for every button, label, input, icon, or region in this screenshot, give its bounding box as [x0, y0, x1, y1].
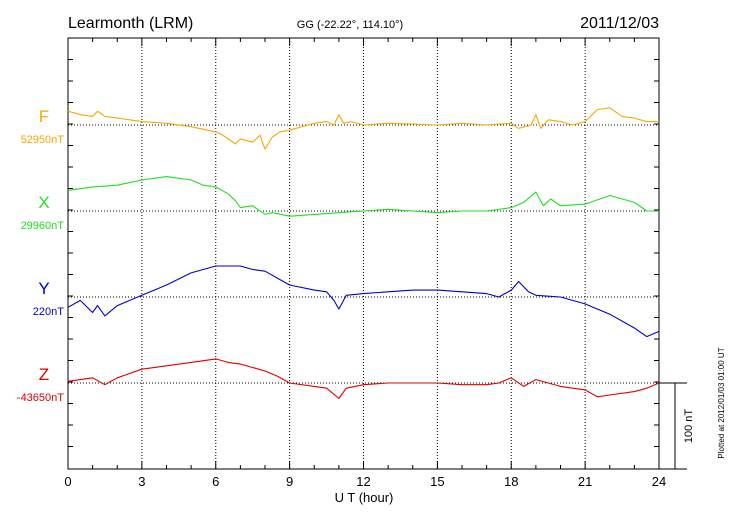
series-baseline-y: 220nT: [33, 306, 64, 318]
series-name-x: X: [38, 193, 49, 212]
x-tick-label: 3: [138, 474, 145, 489]
x-tick-label: 21: [578, 474, 592, 489]
chart-date: 2011/12/03: [580, 15, 659, 32]
scale-bar-label: 100 nT: [683, 409, 695, 444]
scale-bar: 100 nT: [659, 382, 695, 470]
x-tick-label: 15: [430, 474, 444, 489]
x-axis-label: U T (hour): [335, 490, 394, 505]
series-name-z: Z: [39, 365, 49, 384]
series-baseline-z: -43650nT: [17, 392, 64, 404]
series-line-x: [67, 176, 659, 217]
series-baseline-x: 29960nT: [21, 220, 65, 232]
x-tick-label: 9: [286, 474, 293, 489]
series-baseline-f: 52950nT: [21, 134, 65, 146]
x-tick-label: 0: [64, 474, 71, 489]
series-line-z: [67, 358, 660, 400]
x-tick-label: 24: [652, 474, 666, 489]
x-tick-label: 6: [212, 474, 219, 489]
series-name-y: Y: [38, 279, 49, 298]
station-coordinates: GG (-22.22°, 114.10°): [297, 19, 403, 31]
series-line-y: [67, 265, 660, 338]
series-layer: [67, 107, 660, 400]
chart-title: Learmonth (LRM): [68, 15, 193, 32]
series-line-f: [67, 107, 659, 150]
plotted-timestamp: Plotted at 2012/01/03 01:00 UT: [717, 347, 726, 458]
series-labels: F 52950nT X 29960nT Y 220nT Z -43650nT: [17, 107, 64, 404]
axis-ticks: 0 3 6 9 12 15 18 21 24: [64, 38, 666, 489]
series-name-f: F: [39, 107, 49, 126]
x-tick-label: 18: [504, 474, 518, 489]
x-tick-label: 12: [356, 474, 370, 489]
grid-lines: [68, 38, 659, 469]
